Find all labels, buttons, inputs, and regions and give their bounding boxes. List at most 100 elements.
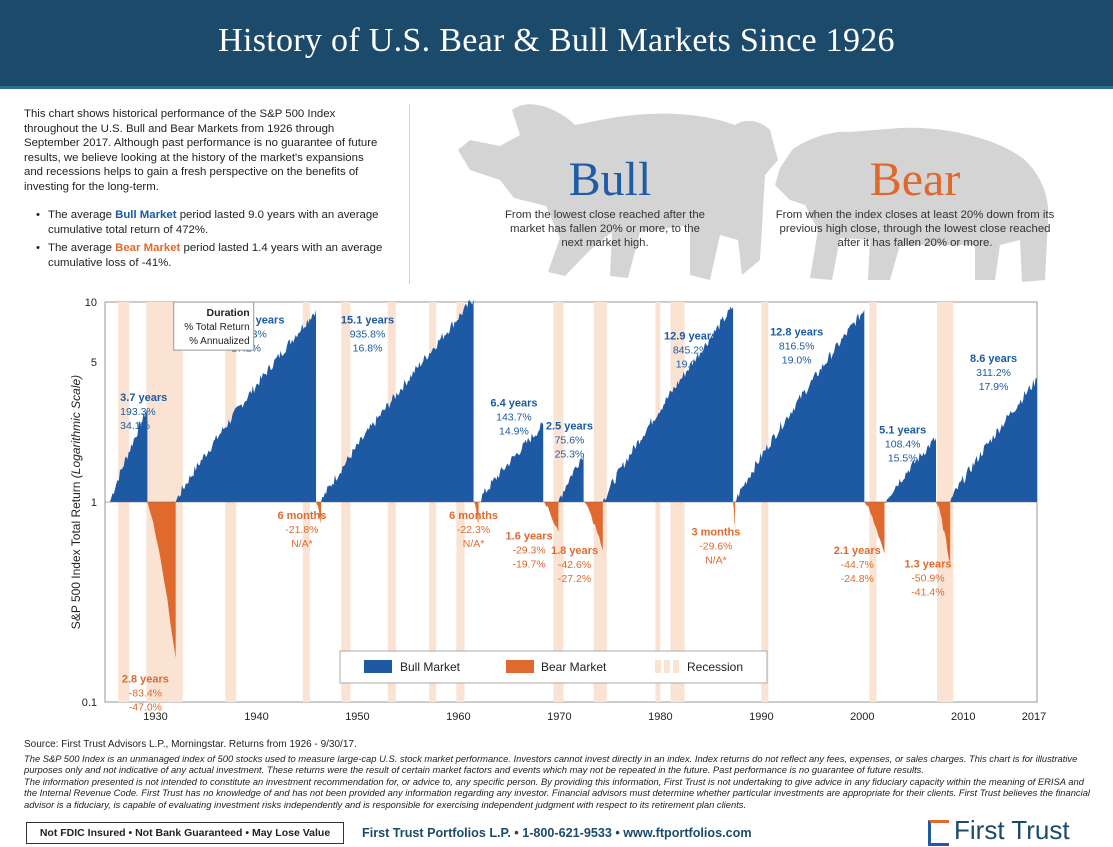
bull-title: Bull [568,153,652,206]
bull-return-label: 845.2% [673,344,709,356]
bull-annualized-label: 14.9% [499,426,529,438]
bear-duration-label: 3 months [691,526,740,538]
bull-duration-label: 8.6 years [970,353,1017,365]
bull-annualized-label: 19.0% [676,358,706,370]
bear-definition: From when the index closes at least 20% … [775,209,1055,249]
bull-bear-chart: 0.1 1 5 10 1930 1940 1950 1960 1970 1980 1990 2000 2… [69,297,1046,723]
disclaimer-2: The information presented is not intende… [24,775,1090,810]
x-tick-label: 1950 [345,711,369,723]
bear-market-area [733,502,736,533]
x-tick-label: 1980 [648,711,672,723]
bear-return-label: -44.7% [841,559,874,571]
legend-swatch-bull [364,660,392,673]
bull-silhouette [458,104,778,280]
bear-return-label: -50.9% [911,573,944,585]
bear-return-label: -21.8% [285,524,318,536]
bear-duration-label: 2.8 years [122,674,169,686]
bear-annualized-label: -27.2% [558,573,591,585]
bullet-bull-average: The average Bull Market period lasted 9.… [36,208,386,237]
legend-label-recession: Recession [687,660,743,674]
bull-definition: From the lowest close reached after the … [504,209,706,249]
bull-market-area [884,437,937,504]
bear-annualized-label: N/A* [463,538,485,550]
bull-market-area [558,453,584,502]
bear-return-label: -29.3% [512,544,545,556]
bear-market-area [543,502,559,533]
y-tick-label: 0.1 [82,697,97,709]
x-tick-label: 1960 [446,711,470,723]
bull-duration-label: 12.9 years [664,330,717,342]
bull-duration-label: 2.5 years [546,421,593,433]
bear-market-area [583,502,603,551]
bear-market-area [147,502,176,658]
bull-market-area [602,306,734,502]
x-tick-label: 2017 [1022,711,1046,723]
key-duration: Duration [207,307,250,319]
bull-market-area [175,309,317,502]
bull-duration-label: 3.7 years [120,392,167,404]
bear-duration-label: 6 months [277,510,326,522]
bull-return-label: 108.4% [885,439,921,451]
legend-swatch-recession [673,660,679,673]
bull-return-label: 816.5% [779,340,815,352]
bear-duration-label: 1.6 years [506,530,553,542]
bear-silhouette [775,127,1049,282]
bull-duration-label: 6.4 years [490,398,537,410]
y-tick-label: 1 [91,497,97,509]
bull-market-area [950,377,1037,502]
bull-return-label: 193.3% [120,406,156,418]
intro-paragraph: This chart shows historical performance … [24,108,378,193]
bull-market-area [478,422,544,503]
bear-market-area [473,500,479,524]
legend-swatch-bear [506,660,534,673]
page-header: History of U.S. Bear & Bull Markets Sinc… [0,0,1113,89]
x-tick-label: 1990 [749,711,773,723]
legend-swatch-recession [664,660,670,673]
legend-swatch-recession [655,660,661,673]
bear-annualized-label: N/A* [291,538,313,550]
bull-annualized-label: 34.1% [120,420,150,432]
bull-duration-label: 15.1 years [341,315,394,327]
bullet-bear-average: The average Bear Market period lasted 1.… [36,241,386,270]
contact-line: First Trust Portfolios L.P. • 1-800-621-… [362,826,752,840]
bear-annualized-label: -24.8% [841,573,874,585]
bull-annualized-label: 16.8% [353,343,383,355]
bull-duration-label: 5.1 years [879,425,926,437]
y-tick-label: 10 [85,297,97,309]
bear-annualized-label: -41.4% [911,587,944,599]
page-title: History of U.S. Bear & Bull Markets Sinc… [218,22,895,59]
bull-duration-label: 12.8 years [770,326,823,338]
bull-return-label: 935.8% [350,329,386,341]
bear-market-area [864,502,885,554]
divider [409,104,410,284]
bear-annualized-label: -19.7% [512,558,545,570]
bull-annualized-label: 17.9% [979,381,1009,393]
x-tick-label: 2010 [951,711,975,723]
bull-return-label: 143.7% [496,412,532,424]
bear-title: Bear [869,153,961,206]
bear-return-label: -83.4% [129,688,162,700]
key-box [173,301,255,351]
animal-silhouettes [458,104,1049,282]
bear-return-label: -29.6% [699,540,732,552]
y-axis-label: S&P 500 Index Total Return (Logarithmic … [69,375,83,629]
bear-return-label: -42.6% [558,559,591,571]
bear-duration-label: 2.1 years [834,545,881,557]
bear-duration-label: 1.8 years [551,545,598,557]
key-total-return: % Total Return [184,322,249,333]
bear-return-label: -22.3% [457,524,490,536]
x-tick-label: 1930 [143,711,167,723]
bear-annualized-label: -47.0% [129,702,162,714]
source-note: Source: First Trust Advisors L.P., Morni… [24,739,357,750]
x-tick-label: 1970 [547,711,571,723]
disclaimer-1: The S&P 500 Index is an unmanaged index … [24,752,1078,776]
bull-annualized-label: 25.3% [555,449,585,461]
bear-market-area [316,502,322,524]
footer-notes: Source: First Trust Advisors L.P., Morni… [24,739,1094,810]
key-annualized: % Annualized [189,336,250,347]
bull-annualized-label: 19.0% [782,354,812,366]
x-tick-label: 1940 [244,711,268,723]
legend-label-bear: Bear Market [541,660,607,674]
legend [339,650,768,684]
bull-return-label: 311.2% [976,367,1011,379]
